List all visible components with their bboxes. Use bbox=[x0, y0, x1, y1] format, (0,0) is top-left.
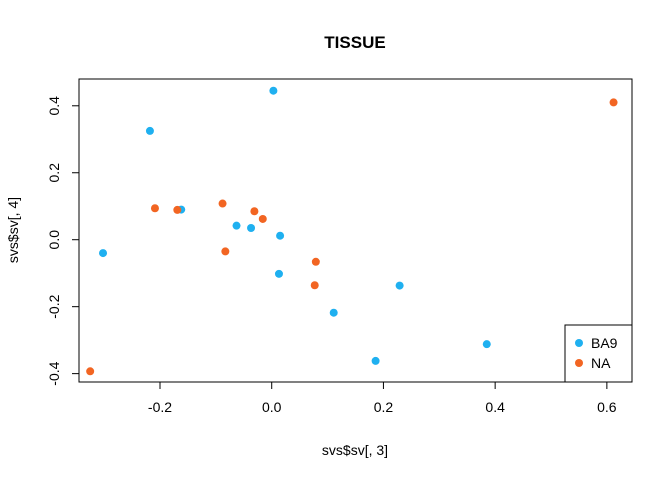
point-ba9 bbox=[371, 356, 380, 365]
y-axis-label: svs$sv[, 4] bbox=[5, 197, 21, 263]
point-ba9 bbox=[99, 249, 108, 258]
y-tick-label: -0.2 bbox=[46, 294, 62, 318]
point-ba9 bbox=[274, 269, 283, 278]
point-ba9 bbox=[329, 308, 338, 317]
point-na bbox=[218, 199, 227, 208]
point-ba9 bbox=[247, 223, 256, 232]
point-ba9 bbox=[482, 340, 491, 349]
y-tick-label: 0.0 bbox=[46, 230, 62, 250]
x-tick-label: 0.2 bbox=[374, 399, 394, 415]
y-tick-label: -0.4 bbox=[46, 361, 62, 385]
legend: BA9 NA bbox=[564, 324, 633, 383]
legend-marker bbox=[575, 339, 583, 347]
point-na bbox=[86, 367, 95, 376]
point-na bbox=[221, 247, 230, 256]
point-na bbox=[311, 257, 320, 266]
x-tick-label: 0.4 bbox=[485, 399, 505, 415]
point-na bbox=[310, 281, 319, 290]
point-ba9 bbox=[395, 281, 404, 290]
legend-label: BA9 bbox=[591, 335, 618, 351]
point-na bbox=[173, 205, 182, 214]
point-na bbox=[609, 98, 618, 107]
point-ba9 bbox=[276, 231, 285, 240]
legend-marker bbox=[575, 359, 583, 367]
x-axis-label: svs$sv[, 3] bbox=[322, 442, 388, 458]
x-tick-label: -0.2 bbox=[148, 399, 172, 415]
point-na bbox=[258, 214, 267, 223]
point-ba9 bbox=[232, 221, 241, 230]
x-tick-label: 0.0 bbox=[262, 399, 282, 415]
point-na bbox=[150, 204, 159, 213]
data-points bbox=[86, 86, 618, 376]
plot-area bbox=[78, 78, 633, 383]
x-axis: -0.2 0.0 0.2 0.4 0.6 bbox=[148, 381, 617, 415]
point-ba9 bbox=[145, 126, 154, 135]
point-ba9 bbox=[269, 86, 278, 95]
x-tick-label: 0.6 bbox=[597, 399, 617, 415]
legend-label: NA bbox=[591, 355, 611, 371]
y-tick-label: 0.4 bbox=[46, 96, 62, 116]
y-tick-label: 0.2 bbox=[46, 163, 62, 183]
point-na bbox=[250, 207, 259, 216]
chart-title: TISSUE bbox=[324, 33, 385, 52]
legend-box bbox=[564, 324, 633, 383]
y-axis: -0.4 -0.2 0.0 0.2 0.4 bbox=[46, 96, 80, 386]
